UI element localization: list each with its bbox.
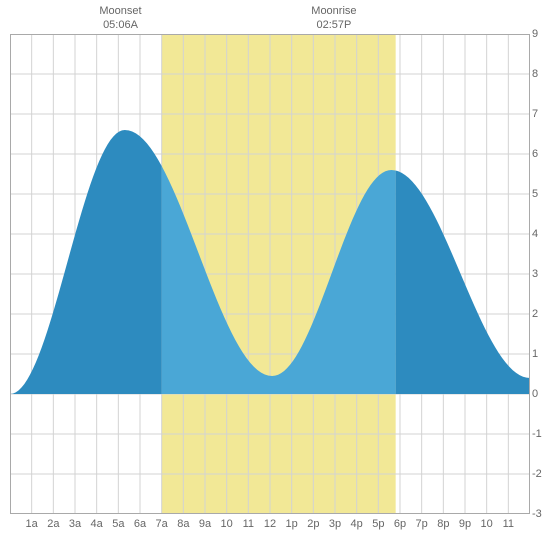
x-tick-label: 1a bbox=[26, 518, 38, 530]
chart-svg bbox=[10, 34, 530, 514]
x-tick-label: 8p bbox=[437, 518, 449, 530]
x-tick-label: 5p bbox=[372, 518, 384, 530]
y-tick-label: 0 bbox=[532, 388, 548, 400]
y-tick-label: 4 bbox=[532, 228, 548, 240]
y-tick-label: 2 bbox=[532, 308, 548, 320]
x-tick-label: 3a bbox=[69, 518, 81, 530]
y-tick-label: 8 bbox=[532, 68, 548, 80]
x-tick-label: 4a bbox=[91, 518, 103, 530]
annotation-moonset: Moonset 05:06A bbox=[91, 4, 151, 33]
x-tick-label: 8a bbox=[177, 518, 189, 530]
x-tick-label: 3p bbox=[329, 518, 341, 530]
x-tick-label: 5a bbox=[112, 518, 124, 530]
y-tick-label: -3 bbox=[532, 508, 548, 520]
x-tick-label: 9p bbox=[459, 518, 471, 530]
x-tick-label: 2a bbox=[47, 518, 59, 530]
annotation-moonset-title: Moonset bbox=[91, 4, 151, 18]
annotation-moonset-time: 05:06A bbox=[91, 18, 151, 32]
x-tick-label: 4p bbox=[351, 518, 363, 530]
y-tick-label: 6 bbox=[532, 148, 548, 160]
x-tick-label: 12 bbox=[264, 518, 276, 530]
y-tick-label: -1 bbox=[532, 428, 548, 440]
x-tick-label: 10 bbox=[481, 518, 493, 530]
x-axis-labels: 1a 2a 3a 4a 5a 6a 7a 8a 9a 10 11 12 1p 2p 3p 4p 5p 6p 7p 8p… bbox=[10, 518, 530, 534]
x-tick-label: 6p bbox=[394, 518, 406, 530]
y-tick-label: 1 bbox=[532, 348, 548, 360]
annotation-moonrise: Moonrise 02:57P bbox=[304, 4, 364, 33]
x-tick-label: 9a bbox=[199, 518, 211, 530]
x-tick-label: 11 bbox=[243, 518, 254, 530]
x-tick-label: 1p bbox=[286, 518, 298, 530]
x-tick-label: 10 bbox=[221, 518, 233, 530]
annotation-moonrise-title: Moonrise bbox=[304, 4, 364, 18]
y-tick-label: 3 bbox=[532, 268, 548, 280]
x-tick-label: 6a bbox=[134, 518, 146, 530]
plot-area: -3-2-10123456789 bbox=[10, 34, 530, 514]
x-tick-label: 7a bbox=[156, 518, 168, 530]
x-tick-label: 7p bbox=[416, 518, 428, 530]
x-tick-label: 11 bbox=[503, 518, 514, 530]
y-tick-label: -2 bbox=[532, 468, 548, 480]
y-tick-label: 7 bbox=[532, 108, 548, 120]
x-tick-label: 2p bbox=[307, 518, 319, 530]
annotation-moonrise-time: 02:57P bbox=[304, 18, 364, 32]
y-tick-label: 9 bbox=[532, 28, 548, 40]
y-tick-label: 5 bbox=[532, 188, 548, 200]
